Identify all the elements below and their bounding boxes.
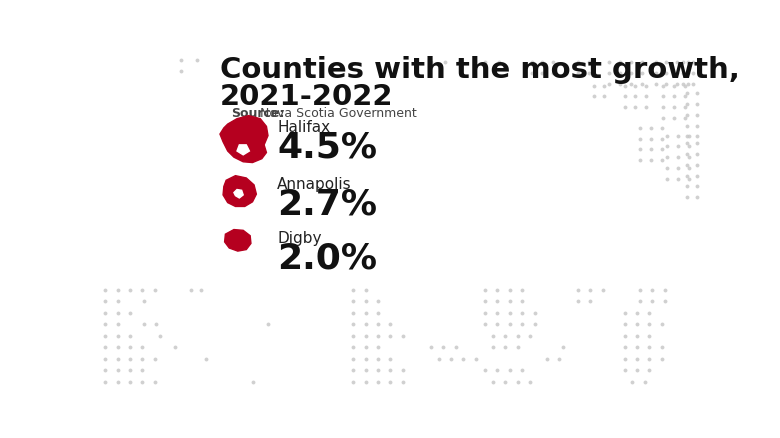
Text: 2.7%: 2.7%	[278, 187, 378, 221]
Text: 4.5%: 4.5%	[278, 130, 378, 164]
Text: Source:: Source:	[232, 107, 285, 120]
Polygon shape	[223, 176, 257, 207]
Text: Nova Scotia Government: Nova Scotia Government	[261, 107, 417, 120]
Polygon shape	[234, 190, 243, 198]
Polygon shape	[225, 230, 251, 251]
Text: 2021-2022: 2021-2022	[220, 82, 393, 110]
Text: Annapolis: Annapolis	[278, 176, 352, 191]
Polygon shape	[237, 145, 250, 155]
Text: 2.0%: 2.0%	[278, 241, 378, 275]
Text: Halifax: Halifax	[278, 120, 331, 134]
Text: Counties with the most growth,: Counties with the most growth,	[220, 56, 739, 84]
Polygon shape	[220, 117, 268, 163]
Text: Digby: Digby	[278, 230, 322, 245]
